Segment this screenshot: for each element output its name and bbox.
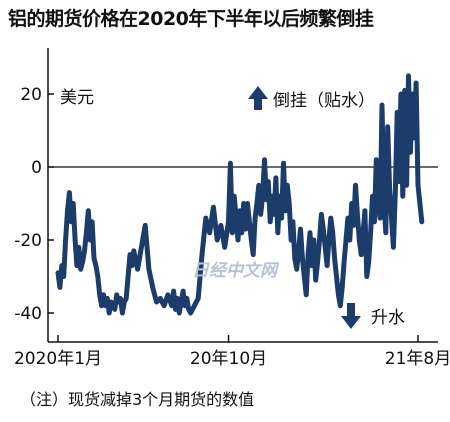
inverted-label: 倒挂（贴水） [273,91,375,111]
x-ticks: 2020年1月 20年10月 21年8月 [14,335,450,369]
y-tick-label: -20 [14,231,42,251]
y-tick-label: 0 [31,158,42,178]
arrow-down-icon [341,303,361,329]
x-tick-label: 2020年1月 [14,349,102,369]
y-tick-label: -40 [14,304,42,324]
x-tick-label: 21年8月 [385,349,450,369]
watermark-text: 日经中文网 [192,261,280,281]
y-ticks: 20 0 -20 -40 [14,85,54,324]
arrow-up-icon [248,86,268,110]
chart-title: 铝的期货价格在2020年下半年以后频繁倒挂 [8,8,374,30]
footnote: （注）现货减掉3个月期货的数值 [20,390,255,409]
inverted-annotation: 倒挂（贴水） [248,86,375,111]
x-tick-label: 20年10月 [190,349,267,369]
y-tick-label: 20 [20,85,42,105]
contango-annotation: 升水 [341,303,405,329]
series-line [55,73,425,316]
contango-label: 升水 [371,308,405,328]
y-axis-unit-label: 美元 [60,88,94,108]
